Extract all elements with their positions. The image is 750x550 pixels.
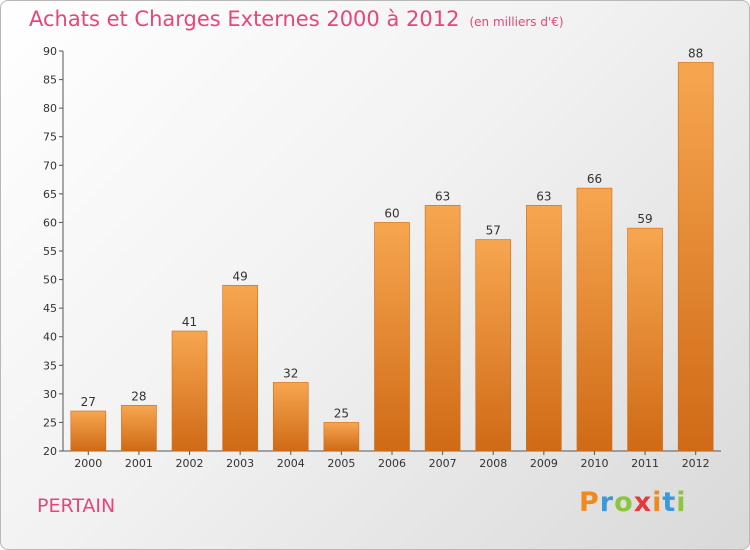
value-label-2012: 88: [688, 46, 703, 60]
x-tick-label-2007: 2007: [429, 457, 457, 470]
bar-2001: [121, 404, 157, 452]
bar-2004: [272, 382, 309, 452]
y-tick-label: 55: [43, 245, 57, 258]
logo-letter: o: [614, 487, 634, 518]
bar-2008: [475, 239, 512, 452]
title-unit: (en milliers d'€): [469, 15, 564, 29]
logo-letter: i: [676, 487, 687, 518]
value-label-2011: 59: [637, 212, 652, 226]
x-tick-label-2010: 2010: [580, 457, 608, 470]
x-tick-label-2008: 2008: [479, 457, 507, 470]
value-label-2007: 63: [435, 189, 450, 203]
bar-2005: [323, 422, 360, 452]
y-tick-label: 35: [43, 359, 57, 372]
x-tick-label-2000: 2000: [74, 457, 102, 470]
axis-layer: 20 25 30 35 40 45 50 55 60 65 70 75 80 85 90 2000 2001 20…: [43, 45, 721, 470]
x-tick-label-2006: 2006: [378, 457, 406, 470]
value-label-2009: 63: [536, 189, 551, 203]
y-tick-label: 20: [43, 445, 57, 458]
bar-2009: [526, 204, 562, 452]
y-tick-label: 65: [43, 188, 57, 201]
logo-letter: i: [652, 487, 663, 518]
x-tick-label-2003: 2003: [226, 457, 254, 470]
commune-name: PERTAIN: [37, 495, 116, 517]
bar-2000: [70, 410, 107, 452]
logo-letter: r: [599, 487, 615, 518]
x-tick-label-2011: 2011: [631, 457, 659, 470]
y-tick-label: 70: [43, 159, 57, 172]
y-tick-label: 50: [43, 274, 57, 287]
x-tick-label-2001: 2001: [125, 457, 153, 470]
logo-letter: P: [579, 487, 600, 518]
value-label-2003: 49: [233, 269, 248, 283]
value-label-2004: 32: [283, 366, 298, 380]
y-tick-label: 85: [43, 74, 57, 87]
chart-title: Achats et Charges Externes 2000 à 2012 (e…: [29, 7, 564, 31]
x-tick-label-2009: 2009: [530, 457, 558, 470]
value-label-2008: 57: [486, 224, 501, 238]
y-tick-label: 60: [43, 216, 57, 229]
bar-2011: [627, 227, 663, 452]
value-label-2002: 41: [182, 315, 197, 329]
bar-layer: 27 28 41 49 32 25 60 63 57 63 66 59 88: [70, 46, 714, 452]
value-label-2001: 28: [131, 389, 146, 403]
bar-2006: [374, 222, 410, 452]
logo-letter: x: [633, 487, 653, 518]
bar-2003: [222, 284, 258, 452]
y-tick-label: 25: [43, 416, 57, 429]
value-label-2000: 27: [81, 395, 96, 409]
y-tick-label: 30: [43, 388, 57, 401]
y-tick-label: 45: [43, 302, 57, 315]
bar-2012: [677, 62, 714, 452]
y-tick-label: 90: [43, 45, 57, 58]
y-tick-label: 75: [43, 131, 57, 144]
bar-2010: [576, 187, 613, 452]
bar-2007: [424, 204, 461, 452]
y-tick-label: 40: [43, 331, 57, 344]
x-tick-label-2012: 2012: [682, 457, 710, 470]
title-main: Achats et Charges Externes 2000 à 2012: [29, 7, 460, 31]
x-tick-label-2004: 2004: [277, 457, 305, 470]
proxiti-logo: Proxiti: [579, 487, 687, 518]
logo-letter: t: [662, 487, 677, 518]
y-tick-label: 80: [43, 102, 57, 115]
x-tick-label-2002: 2002: [176, 457, 204, 470]
value-label-2006: 60: [384, 206, 399, 220]
value-label-2010: 66: [587, 172, 602, 186]
bar-2002: [171, 330, 208, 452]
x-tick-label-2005: 2005: [327, 457, 355, 470]
value-label-2005: 25: [334, 406, 349, 420]
